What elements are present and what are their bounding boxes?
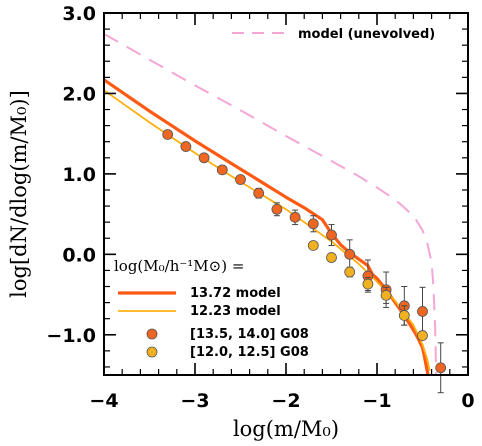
legend-label-12-0-12-5-g08: [12.0, 12.5] G08 [190,345,309,360]
data-point-12-0-12-5-g08 [362,278,374,290]
data-point-13-5-14-0-g08 [344,248,356,260]
tick-labels: −4 −3 −2 −1 0 −1.0 0.0 1.0 2.0 3.0 [46,3,474,412]
legend-marker-13-5-14-0-g08 [146,328,158,340]
legend-unevolved: model (unevolved) [232,27,435,42]
plot-background [104,13,468,375]
y-tick-label: 2.0 [62,83,96,105]
data-point-13-5-14-0-g08 [326,229,337,241]
data-point-13-5-14-0-g08 [180,141,192,152]
data-point-13-5-14-0-g08 [162,129,174,140]
data-point-13-5-14-0-g08 [198,152,210,164]
data-point-13-5-14-0-g08 [417,306,428,317]
y-axis-title: log[dN/dlog(m/M₀)] [7,90,31,298]
data-point-13-5-14-0-g08 [216,164,228,176]
y-tick-label: −1.0 [46,325,96,347]
legend-label-13-5-14-0-g08: [13.5, 14.0] G08 [190,327,309,342]
data-point-12-0-12-5-g08 [344,266,356,278]
x-tick-label: 0 [461,390,474,412]
data-point-13-5-14-0-g08 [435,362,447,374]
y-tick-label: 3.0 [62,3,96,25]
legend-marker-12-0-12-5-g08 [146,346,158,358]
data-point-12-0-12-5-g08 [417,330,428,341]
y-tick-label: 1.0 [62,164,96,186]
data-point-13-5-14-0-g08 [307,218,319,230]
data-point-13-5-14-0-g08 [235,174,246,185]
data-point-12-0-12-5-g08 [326,252,337,263]
data-point-13-5-14-0-g08 [271,203,283,215]
series-line-model-unevolved [104,33,438,375]
x-tick-label: −2 [271,390,300,412]
legend-label-12-23-model: 12.23 model [190,304,281,319]
x-tick-label: −1 [362,390,391,412]
data-point-13-5-14-0-g08 [253,187,265,199]
data-point-13-5-14-0-g08 [289,211,301,223]
points-layer [162,129,447,394]
x-tick-label: −4 [89,390,118,412]
data-point-12-0-12-5-g08 [307,240,319,251]
legend: 13.72 model 12.23 model [13.5, 14.0] G08 [1… [118,286,309,360]
data-point-12-0-12-5-g08 [398,310,410,321]
data-point-12-0-12-5-g08 [380,289,392,301]
legend-title: log(M₀/h⁻¹M⊙) = [114,257,244,275]
y-tick-label: 0.0 [62,244,96,266]
legend-unevolved-label: model (unevolved) [298,27,435,42]
series-line-12-23-model [104,89,431,372]
legend-label-13-72-model: 13.72 model [190,286,281,301]
ticks-layer [103,12,469,375]
x-tick-label: −3 [180,390,209,412]
x-axis-title: log(m/M₀) [233,417,339,441]
